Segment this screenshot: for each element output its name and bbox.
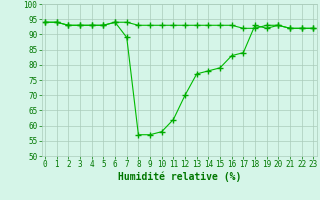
X-axis label: Humidité relative (%): Humidité relative (%) xyxy=(117,172,241,182)
